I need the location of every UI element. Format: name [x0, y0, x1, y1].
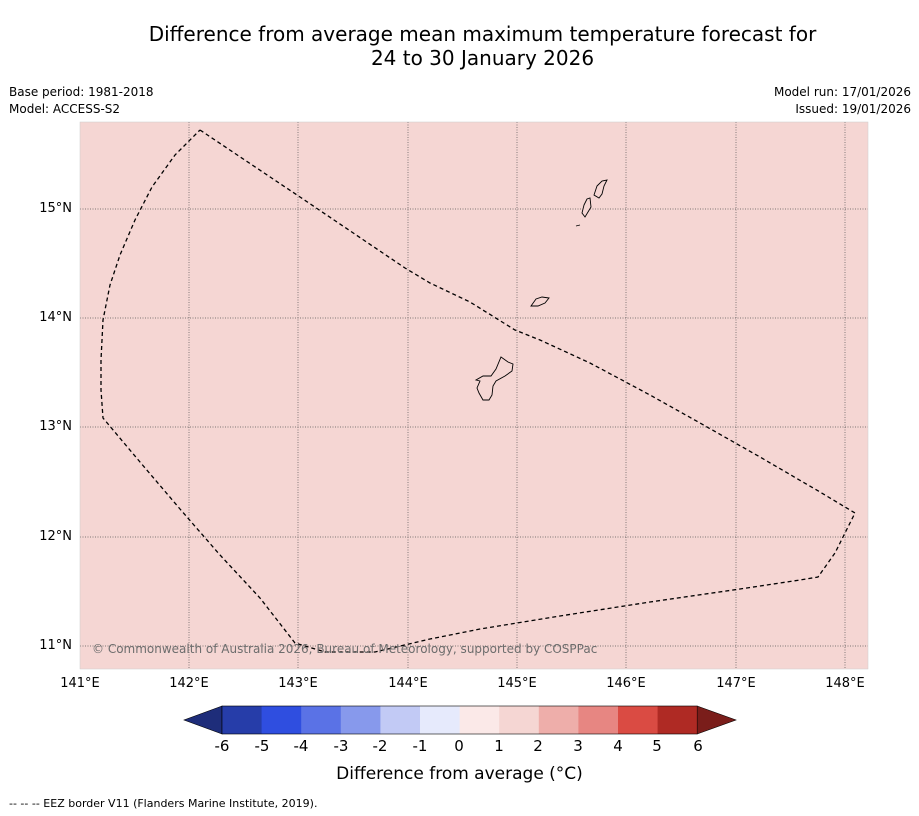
map-frame — [79, 121, 869, 670]
issued-date: Issued: 19/01/2026 — [795, 102, 911, 116]
lon-label-141: 141°E — [60, 676, 100, 691]
colorbar-segment — [499, 706, 540, 734]
colorbar-segment — [618, 706, 659, 734]
colorbar-segment — [261, 706, 302, 734]
lat-label-13: 13°N — [39, 419, 72, 434]
colorbar-tick: -3 — [333, 737, 349, 755]
lat-label-12: 12°N — [39, 529, 72, 544]
colorbar-tick: 3 — [573, 737, 583, 755]
island-guam — [474, 356, 514, 401]
lon-label-148: 148°E — [825, 676, 865, 691]
island-rota — [530, 296, 550, 307]
model-run: Model run: 17/01/2026 — [773, 85, 911, 99]
colorbar-tick: -4 — [293, 737, 309, 755]
colorbar-tick: -6 — [214, 737, 230, 755]
title-line-1: Difference from average mean maximum tem… — [148, 22, 817, 46]
colorbar-segment — [459, 706, 500, 734]
map-background — [80, 122, 868, 669]
colorbar-tick: 0 — [454, 737, 464, 755]
model-name: Model: ACCESS-S2 — [9, 102, 121, 116]
colorbar-segment — [420, 706, 461, 734]
colorbar-segment — [578, 706, 619, 734]
eez-border — [100, 129, 856, 653]
colorbar-label: Difference from average (°C) — [336, 764, 583, 784]
colorbar-tick: -1 — [412, 737, 428, 755]
islands — [474, 179, 608, 401]
colorbar — [183, 705, 737, 735]
lat-label-14: 14°N — [39, 310, 72, 325]
colorbar-segment — [538, 706, 579, 734]
lat-label-11: 11°N — [39, 638, 72, 653]
colorbar-segment — [657, 706, 698, 734]
lat-label-15: 15°N — [39, 201, 72, 216]
colorbar-tick: 6 — [693, 737, 703, 755]
colorbar-over-arrow — [696, 705, 737, 735]
footnote-eez: -- -- -- EEZ border V11 (Flanders Marine… — [9, 797, 318, 810]
meta-left: Base period: 1981-2018 Model: ACCESS-S2 — [9, 84, 154, 118]
lon-label-143: 143°E — [278, 676, 318, 691]
island-tinian — [581, 197, 592, 218]
chart-title: Difference from average mean maximum tem… — [0, 22, 919, 70]
graticule — [80, 122, 868, 669]
colorbar-tick: 5 — [652, 737, 662, 755]
colorbar-segment — [301, 706, 342, 734]
base-period: Base period: 1981-2018 — [9, 85, 154, 99]
colorbar-segment — [380, 706, 421, 734]
colorbar-tick: -2 — [372, 737, 388, 755]
island-saipan — [593, 179, 608, 199]
title-line-2: 24 to 30 January 2026 — [370, 46, 595, 70]
colorbar-tick: 2 — [533, 737, 543, 755]
colorbar-tick: -5 — [254, 737, 270, 755]
lon-label-144: 144°E — [388, 676, 428, 691]
copyright-notice: © Commonwealth of Australia 2026, Bureau… — [92, 642, 598, 656]
colorbar-under-arrow — [183, 705, 223, 735]
colorbar-outline — [221, 705, 698, 735]
island-aguijan — [575, 224, 581, 227]
colorbar-tick: 1 — [494, 737, 504, 755]
lon-label-146: 146°E — [606, 676, 646, 691]
colorbar-segment — [340, 706, 381, 734]
meta-right: Model run: 17/01/2026 Issued: 19/01/2026 — [774, 84, 911, 118]
colorbar-segment — [222, 706, 263, 734]
lon-label-145: 145°E — [497, 676, 537, 691]
lon-label-147: 147°E — [716, 676, 756, 691]
colorbar-tick: 4 — [613, 737, 623, 755]
lon-label-142: 142°E — [169, 676, 209, 691]
